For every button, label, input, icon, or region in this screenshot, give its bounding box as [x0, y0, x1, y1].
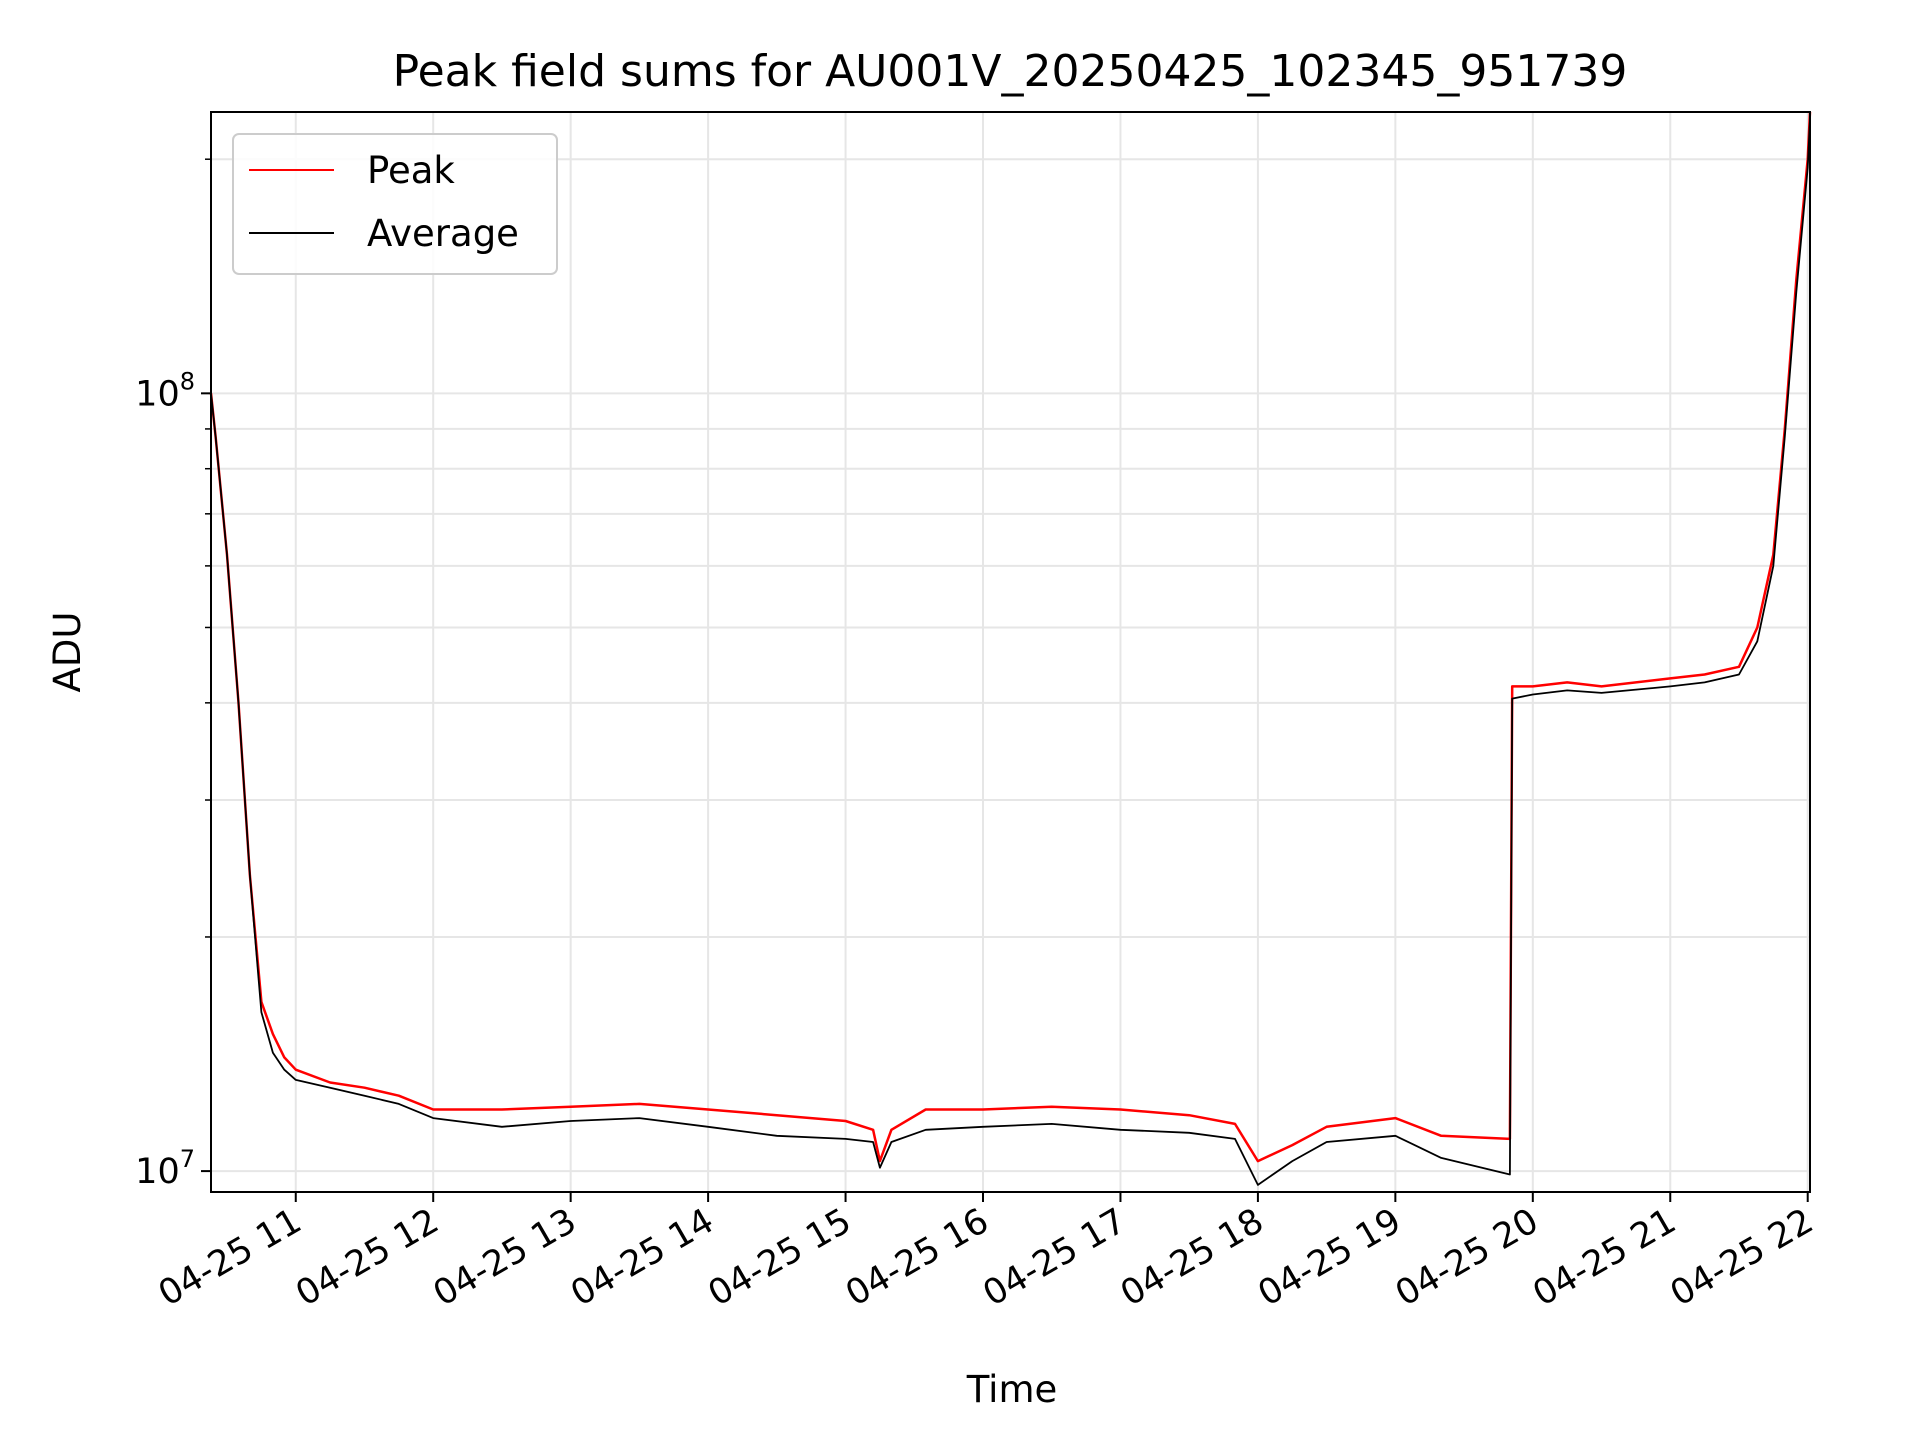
y-tick-exponent: 8: [180, 367, 195, 395]
legend-label-peak: Peak: [367, 149, 455, 192]
series-line-average: [210, 119, 1811, 1186]
grid: [211, 112, 1810, 1192]
x-axis-label: Time: [966, 1368, 1058, 1411]
y-tick-base: 10: [135, 374, 180, 414]
y-axis-label: ADU: [46, 612, 89, 693]
y-tick-label: 107: [135, 1145, 195, 1192]
chart-title: Peak field sums for AU001V_20250425_1023…: [393, 46, 1628, 97]
plot-frame: [210, 111, 1811, 1193]
y-tick-base: 10: [135, 1152, 180, 1192]
y-tick-label: 108: [135, 367, 195, 414]
legend-label-average: Average: [367, 212, 519, 255]
series-line-peak: [209, 111, 1812, 1163]
legend: Peak Average: [232, 133, 558, 275]
series-group: [209, 111, 1812, 1186]
y-tick-exponent: 7: [180, 1145, 195, 1173]
